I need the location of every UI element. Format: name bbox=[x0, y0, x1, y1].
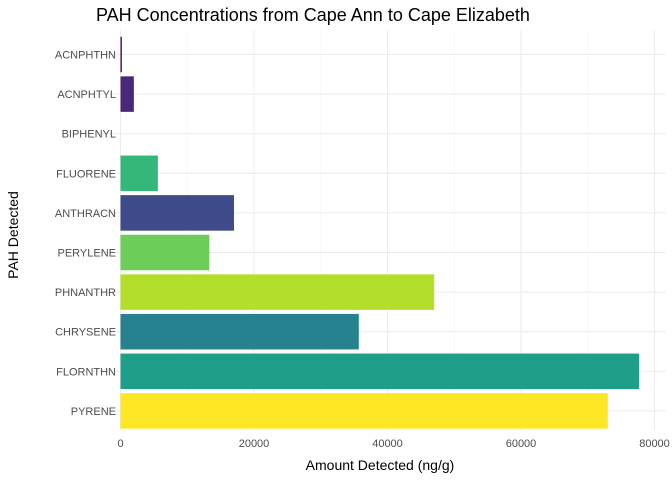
x-axis-title: Amount Detected (ng/g) bbox=[306, 457, 455, 473]
chart-title: PAH Concentrations from Cape Ann to Cape… bbox=[96, 5, 530, 25]
bar-acnphtyl bbox=[120, 76, 134, 112]
y-tick-label-fluorene: FLUORENE bbox=[56, 168, 116, 180]
y-tick-label-perylene: PERYLENE bbox=[58, 248, 117, 260]
y-tick-labels: ACNPHTHN ACNPHTYL BIPHENYL FLUORENE ANTHRACN… bbox=[55, 50, 116, 418]
bar-fluorene bbox=[120, 155, 158, 192]
bar-anthracn bbox=[120, 195, 234, 231]
y-tick-label-biphenyl: BIPHENYL bbox=[62, 129, 116, 141]
bars bbox=[120, 36, 640, 429]
y-tick-label-anthracn: ANTHRACN bbox=[55, 208, 116, 220]
y-tick-label-flornthn: FLORNTHN bbox=[56, 366, 116, 378]
x-tick-label: 0 bbox=[117, 438, 123, 450]
bar-chrysene bbox=[120, 313, 359, 350]
y-tick-label-phnanthr: PHNANTHR bbox=[55, 287, 116, 299]
x-tick-label: 40000 bbox=[372, 438, 403, 450]
bar-flornthn bbox=[120, 353, 640, 390]
x-tick-labels: 0 20000 40000 60000 80000 bbox=[117, 438, 669, 450]
bar-phnanthr bbox=[120, 274, 435, 310]
y-tick-label-chrysene: CHRYSENE bbox=[55, 327, 116, 339]
bar-pyrene bbox=[120, 393, 608, 429]
x-tick-label: 80000 bbox=[639, 438, 670, 450]
y-tick-label-pyrene: PYRENE bbox=[71, 406, 116, 418]
x-tick-label: 20000 bbox=[239, 438, 270, 450]
bar-perylene bbox=[120, 234, 210, 271]
y-tick-label-acnphtyl: ACNPHTYL bbox=[57, 89, 116, 101]
y-tick-label-acnphthn: ACNPHTHN bbox=[55, 50, 116, 62]
y-axis-title: PAH Detected bbox=[5, 191, 21, 279]
x-tick-label: 60000 bbox=[506, 438, 537, 450]
bar-acnphthn bbox=[120, 36, 122, 73]
